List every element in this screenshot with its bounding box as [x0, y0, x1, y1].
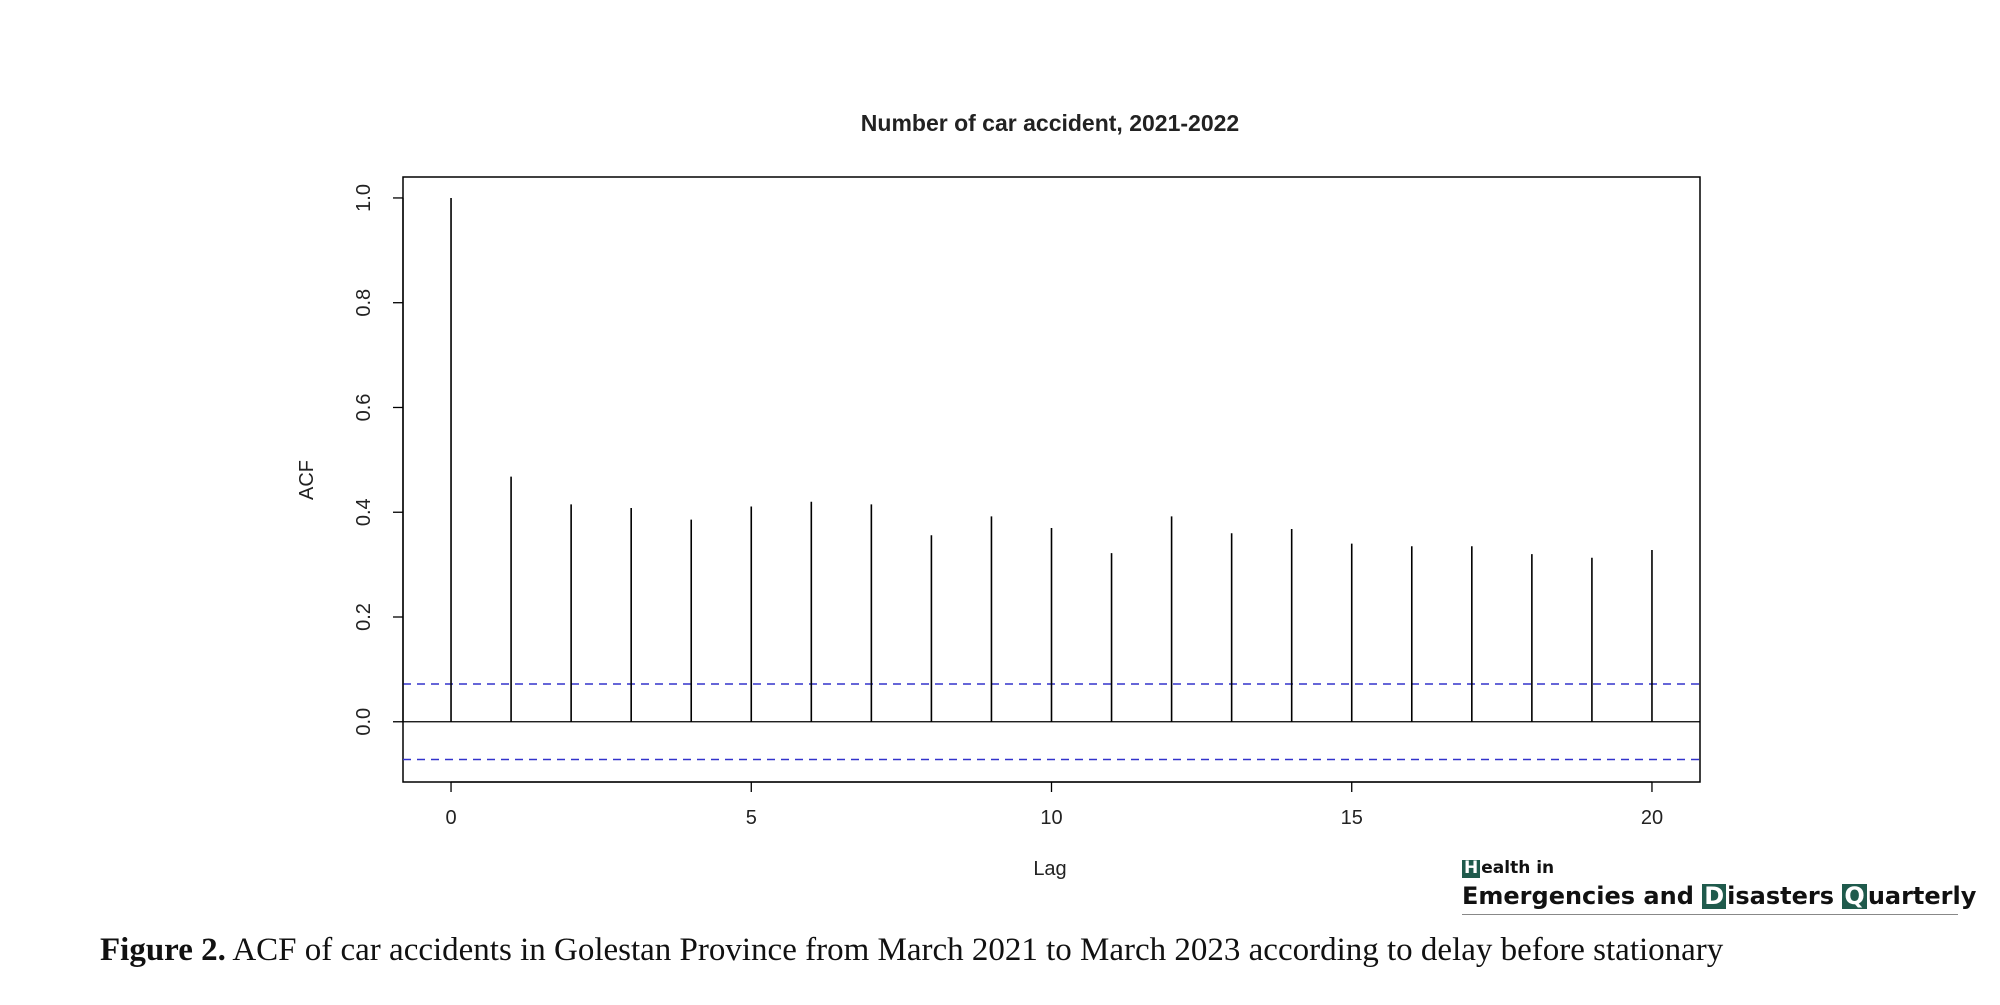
- logo-box-h: H: [1462, 858, 1481, 878]
- x-axis: 0 5 10 15 20: [445, 781, 1663, 829]
- x-tick-label: 0: [445, 807, 456, 829]
- acf-bars: [450, 197, 1653, 722]
- y-tick-label: 0.4: [353, 498, 375, 526]
- chart-title: Number of car accident, 2021-2022: [861, 110, 1239, 136]
- logo-box-q: Q: [1842, 882, 1867, 910]
- x-axis-label: Lag: [1033, 858, 1066, 880]
- x-tick-label: 15: [1341, 807, 1363, 829]
- caption-label: Figure 2.: [100, 932, 226, 968]
- y-axis-label: ACF: [296, 460, 318, 500]
- logo-quarterly-text: uarterly: [1867, 882, 1977, 910]
- x-tick-label: 5: [746, 807, 757, 829]
- x-tick-label: 20: [1641, 807, 1663, 829]
- y-tick-label: 0.0: [353, 708, 375, 736]
- y-tick-label: 0.6: [353, 394, 375, 422]
- logo-rule: [1462, 914, 1958, 915]
- figure-caption: Figure 2. ACF of car accidents in Golest…: [100, 932, 1960, 969]
- logo-box-d: D: [1702, 882, 1727, 910]
- y-tick-label: 1.0: [353, 184, 375, 212]
- caption-text: ACF of car accidents in Golestan Provinc…: [232, 932, 1724, 968]
- logo-disasters-text: isasters: [1727, 882, 1835, 910]
- y-axis: 0.0 0.2 0.4 0.6 0.8 1.0: [353, 184, 404, 736]
- x-tick-label: 10: [1040, 807, 1062, 829]
- logo-health-text: ealth in: [1481, 858, 1555, 878]
- y-tick-label: 0.8: [353, 289, 375, 317]
- logo-emergencies-text: Emergencies and: [1462, 882, 1694, 910]
- y-tick-label: 0.2: [353, 603, 375, 631]
